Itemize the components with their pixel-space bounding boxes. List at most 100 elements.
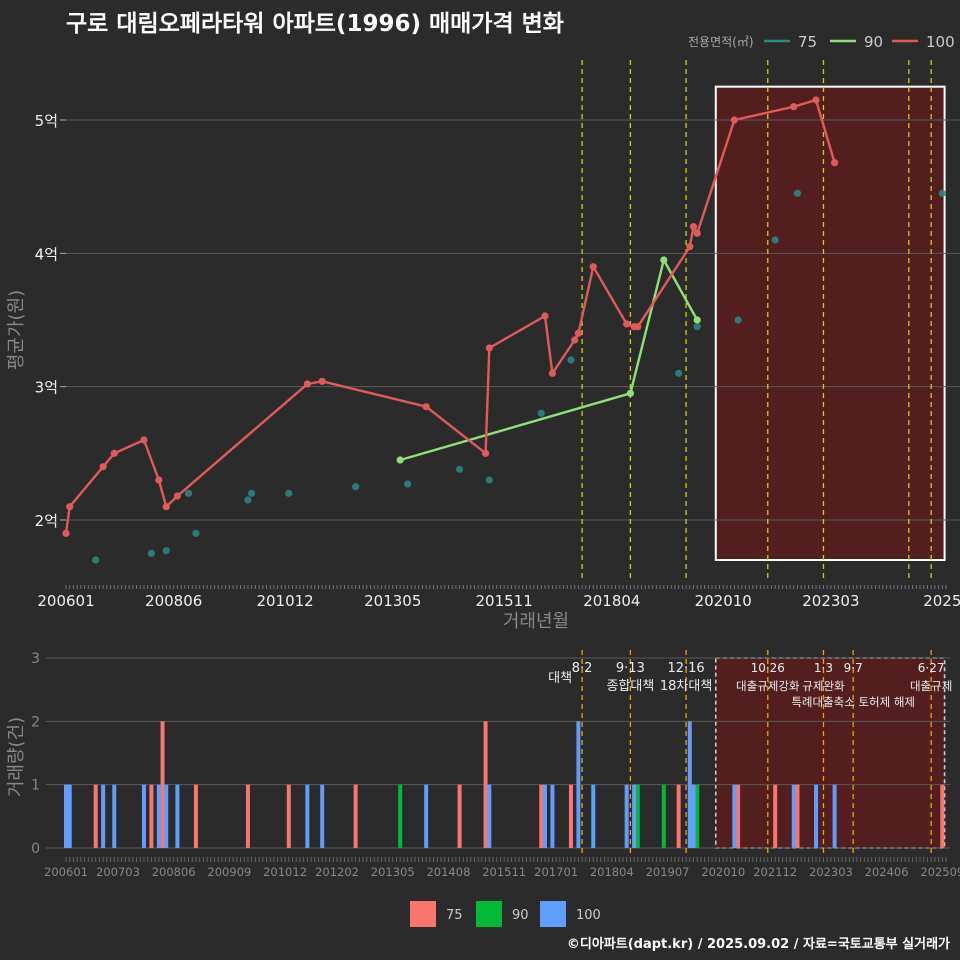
series-75-point [793,189,802,197]
x-tick-label: 202010 [701,865,745,879]
series-100-point [689,223,698,231]
volume-bar-100 [542,784,547,848]
series-75-point [285,489,293,497]
x-tick-label: 200806 [152,865,196,879]
volume-bar-100 [164,784,169,848]
series-75-point [675,369,683,377]
y-axis-title: 평균가(원) [6,290,27,370]
x-tick-label: 202406 [865,865,909,879]
series-100-point [481,449,490,457]
series-75-point [938,189,946,197]
x-tick-label: 201511 [476,592,533,610]
x-tick-label: 201305 [371,865,415,879]
series-100-point [62,529,70,537]
series-100-point [422,403,430,411]
series-90-point [693,316,701,324]
volume-bar-75 [736,784,741,848]
volume-bar-100 [791,784,796,848]
x-tick-label: 201012 [263,865,307,879]
legend-label-75: 75 [798,33,817,51]
volume-bar-75 [353,784,358,848]
volume-bar-100 [814,784,819,848]
volume-bar-100 [550,784,555,848]
series-75-point [693,323,701,331]
volume-bar-100 [624,784,629,848]
legend-label-100: 100 [926,33,955,51]
x-tick-label: 202509 [920,865,960,879]
x-axis-title: 거래년월 [503,611,569,632]
legend-swatch-90 [476,901,502,927]
series-100-point [730,116,738,124]
policy-label: 대출규제강화 [736,679,800,693]
volume-bar-100 [591,784,596,848]
series-75-point [485,476,493,484]
volume-bar-75 [160,721,165,848]
volume-bar-90 [695,784,700,848]
series-90-point [660,256,668,264]
volume-bar-100 [67,784,72,848]
policy-label: 대출규제 [910,679,952,693]
series-75-point [162,547,170,555]
volume-bar-100 [112,784,117,848]
policy-date: 8·2 [572,661,593,676]
series-90-line [399,258,699,462]
x-tick-label: 201804 [583,592,640,610]
volume-bar-75 [286,784,291,848]
y-tick-label: 2억 [35,512,58,530]
x-tick-label: 200703 [96,865,140,879]
series-100-point [686,243,694,251]
volume-bar-100 [632,784,637,848]
policy-label: 규제완화 [802,679,845,693]
y-tick-label: 4억 [35,245,58,263]
series-100-point [693,229,701,237]
x-tick-label: 202303 [809,865,853,879]
series-75-point [248,489,256,497]
volume-bar-75 [193,784,198,848]
x-tick-label: 202010 [695,592,752,610]
legend-title: 전용면적(㎡) [688,35,754,49]
x-tick-label: 201511 [482,865,526,879]
series-100-point [155,476,163,484]
series-100-point [574,329,583,337]
volume-bar-100 [691,784,696,848]
series-90-point [626,389,634,397]
policy-date: 9·13 [616,661,645,676]
volume-bar-100 [487,784,492,848]
volume-bar-75 [568,784,573,848]
series-100-point [571,336,579,344]
series-100-point [790,103,798,111]
series-75-point [184,489,193,497]
volume-bar-100 [305,784,310,848]
y-tick-label: 1 [31,778,40,794]
x-tick-label: 201701 [534,865,578,879]
policy-label: 종합대책 [606,679,654,694]
series-100-point [318,377,326,385]
series-75-point [92,556,100,564]
series-100-point [303,380,311,388]
series-75-point [455,465,464,473]
series-100-point [548,369,557,377]
y-tick-label: 5억 [35,112,58,130]
volume-bar-100 [576,721,581,848]
series-100-point [110,449,118,457]
volume-bar-75 [795,784,800,848]
series-100-point [173,492,181,500]
series-100-point [812,96,820,104]
highlight-box [714,657,946,849]
series-75-point [244,496,252,504]
y-axis-title: 거래량(건) [6,717,27,797]
volume-bar-100 [156,784,161,848]
volume-bar-90 [635,784,640,848]
volume-bar-100 [832,784,837,848]
legend-label-90: 90 [512,908,529,923]
volume-bar-75 [676,784,681,848]
volume-bar-75 [457,784,462,848]
volume-bar-100 [732,784,737,848]
x-tick-label: 200601 [44,865,88,879]
volume-bar-100 [101,784,106,848]
series-100-point [541,312,549,320]
x-tick-label: 201804 [590,865,634,879]
policy-label: 특례대출축소 토허제 해제 [791,695,915,709]
legend-label-90: 90 [864,33,883,51]
